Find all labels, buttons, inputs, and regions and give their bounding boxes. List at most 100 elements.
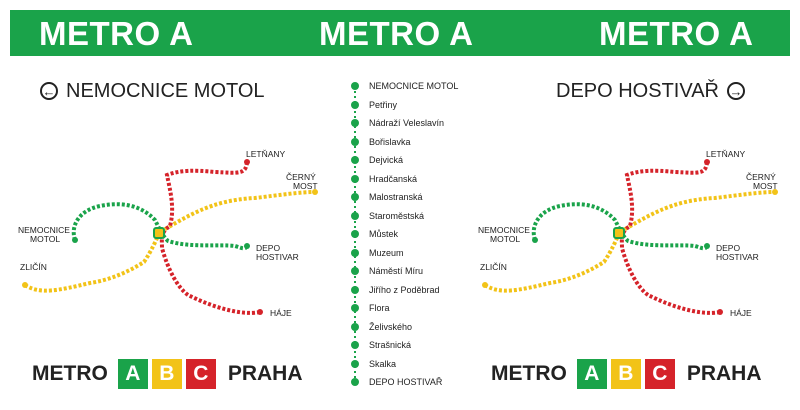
footer-line-c: C xyxy=(644,359,675,389)
map-label-nemocnice-motol-1: NEMOCNICE xyxy=(18,225,70,235)
line-c-path xyxy=(619,161,721,315)
station-name: Želivského xyxy=(369,321,413,332)
transfer-hub-marker xyxy=(153,227,165,239)
footer-metro-word: METRO xyxy=(32,362,108,385)
station-row: Staroměstská xyxy=(345,207,475,225)
station-row: Dejvická xyxy=(345,151,475,169)
banner-title-left: METRO A xyxy=(39,15,194,52)
metro-map-left: LETŇANY ČERNÝ MOST NEMOCNICE MOTOL DEPO … xyxy=(10,140,330,330)
station-row: Flora xyxy=(345,299,475,317)
station-row: Skalka xyxy=(345,355,475,373)
map-label-haje: HÁJE xyxy=(730,308,752,318)
map-label-cerny-most-2: MOST xyxy=(293,181,318,191)
footer-right: METRO A B C PRAHA xyxy=(491,359,762,389)
transfer-hub-marker xyxy=(613,227,625,239)
line-b-path xyxy=(23,190,316,293)
map-label-zlicin: ZLIČÍN xyxy=(20,262,47,272)
station-name: Flora xyxy=(369,303,390,313)
footer-line-c: C xyxy=(185,359,216,389)
station-row: Bořislavka xyxy=(345,133,475,151)
map-label-letnany: LETŇANY xyxy=(246,149,286,159)
station-dot-icon xyxy=(351,322,359,331)
map-label-depo-hostivar-2: HOSTIVAR xyxy=(256,252,299,262)
arrow-right-circle-icon: → xyxy=(727,82,745,100)
station-row: Muzeum xyxy=(345,244,475,262)
map-label-zlicin: ZLIČÍN xyxy=(480,262,507,272)
station-name: DEPO HOSTIVAŘ xyxy=(369,377,443,387)
station-dot-icon xyxy=(351,267,359,275)
station-name: Nádraží Veleslavín xyxy=(369,118,445,128)
map-label-cerny-most-1: ČERNÝ xyxy=(286,172,316,182)
arrow-left-circle-icon: ← xyxy=(40,82,58,100)
line-c-path xyxy=(159,161,261,315)
station-name: Petřiny xyxy=(369,99,398,110)
map-label-cerny-most-2: MOST xyxy=(753,181,778,191)
station-name: Jiřího z Poděbrad xyxy=(369,284,440,295)
station-name: Hradčanská xyxy=(369,173,418,184)
station-row: Malostranská xyxy=(345,188,475,206)
station-name: Staroměstská xyxy=(369,210,425,221)
station-dot-letnany xyxy=(244,159,250,165)
station-dot-nemocnice-motol xyxy=(72,237,78,243)
station-name: Náměstí Míru xyxy=(369,266,424,276)
station-row: Můstek xyxy=(345,225,475,243)
station-dot-cerny-most xyxy=(772,189,778,195)
map-label-nemocnice-motol-2: MOTOL xyxy=(490,234,521,244)
banner-title-center: METRO A xyxy=(319,15,474,52)
footer-line-b: B xyxy=(610,359,641,389)
station-name: Bořislavka xyxy=(369,136,411,147)
station-name: NEMOCNICE MOTOL xyxy=(369,81,459,91)
map-label-depo-hostivar-2: HOSTIVAR xyxy=(716,252,759,262)
station-row: Želivského xyxy=(345,318,475,336)
map-label-nemocnice-motol-1: NEMOCNICE xyxy=(478,225,530,235)
station-dot-icon xyxy=(351,248,359,257)
footer-line-a: A xyxy=(576,359,607,389)
direction-right-label: DEPO HOSTIVAŘ xyxy=(556,80,719,102)
station-name: Můstek xyxy=(369,229,399,239)
station-dot-zlicin xyxy=(22,282,28,288)
station-row: DEPO HOSTIVAŘ xyxy=(345,373,475,391)
station-list: NEMOCNICE MOTOL Petřiny Nádraží Veleslavín… xyxy=(345,76,475,396)
footer-city-word: PRAHA xyxy=(686,362,762,385)
map-label-letnany: LETŇANY xyxy=(706,149,746,159)
station-dot-haje xyxy=(257,309,263,315)
station-dot-depo-hostivar xyxy=(704,243,710,249)
metro-map-left-graphic xyxy=(22,159,318,315)
station-row: Hradčanská xyxy=(345,170,475,188)
station-dot-depo-hostivar xyxy=(244,243,250,249)
direction-left-label: NEMOCNICE MOTOL xyxy=(66,80,265,102)
line-b-path xyxy=(483,190,776,293)
station-dot-haje xyxy=(717,309,723,315)
station-dot-zlicin xyxy=(482,282,488,288)
footer-city-word: PRAHA xyxy=(227,362,303,385)
header-banner: METRO A METRO A METRO A xyxy=(10,10,790,56)
station-dot-icon xyxy=(351,341,359,349)
station-dot-icon xyxy=(351,304,359,312)
station-dot-icon xyxy=(351,174,359,183)
map-label-depo-hostivar-1: DEPO xyxy=(716,243,741,253)
station-row: NEMOCNICE MOTOL xyxy=(345,77,475,95)
station-name: Strašnická xyxy=(369,340,412,350)
direction-left: ← NEMOCNICE MOTOL xyxy=(40,80,265,102)
station-name: Dejvická xyxy=(369,155,404,165)
metro-map-right: LETŇANY ČERNÝ MOST NEMOCNICE MOTOL DEPO … xyxy=(470,140,790,330)
station-dot-icon xyxy=(351,378,359,386)
station-dot-icon xyxy=(351,100,359,109)
station-dot-icon xyxy=(351,137,359,146)
map-label-cerny-most-1: ČERNÝ xyxy=(746,172,776,182)
metro-map-right-graphic xyxy=(482,159,778,315)
map-label-nemocnice-motol-2: MOTOL xyxy=(30,234,61,244)
station-row: Petřiny xyxy=(345,96,475,114)
station-row: Náměstí Míru xyxy=(345,262,475,280)
station-dot-icon xyxy=(351,211,359,220)
station-dot-icon xyxy=(351,119,359,127)
station-dot-icon xyxy=(351,193,359,201)
footer-line-b: B xyxy=(151,359,182,389)
station-dot-icon xyxy=(351,82,359,90)
station-dot-letnany xyxy=(704,159,710,165)
direction-right: DEPO HOSTIVAŘ → xyxy=(556,80,745,102)
map-label-haje: HÁJE xyxy=(270,308,292,318)
station-name: Muzeum xyxy=(369,247,404,258)
station-dot-icon xyxy=(351,156,359,164)
station-row: Strašnická xyxy=(345,336,475,354)
